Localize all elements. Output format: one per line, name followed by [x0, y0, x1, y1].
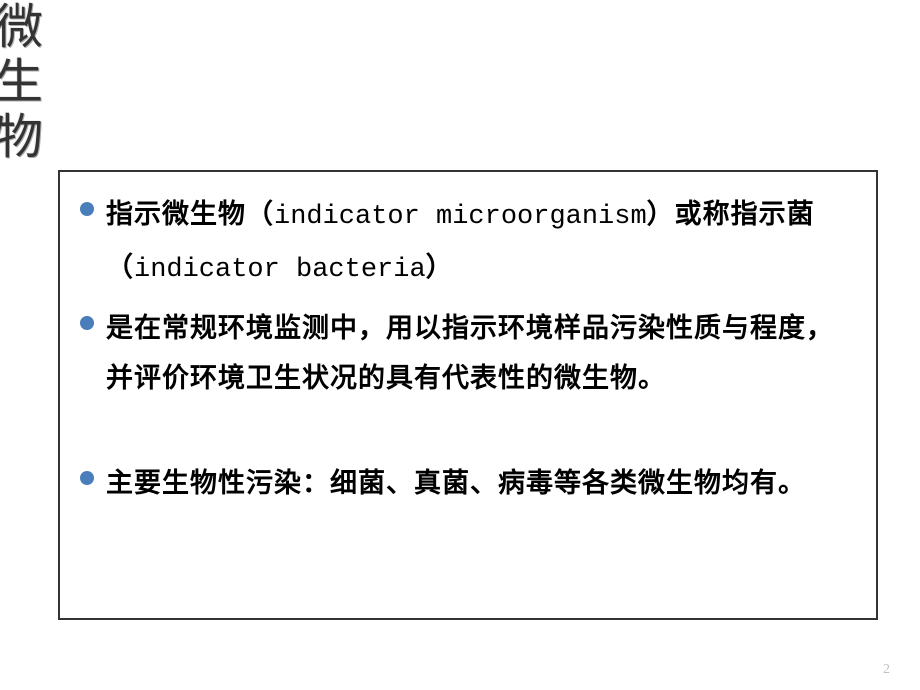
side-char-3: 物 [0, 110, 43, 165]
bullet-1-latin2: indicator bacteria [134, 255, 426, 285]
bullet-dot-icon [80, 471, 94, 485]
page-number: 2 [883, 662, 890, 678]
bullet-item-2: 是在常规环境监测中，用以指示环境样品污染性质与程度，并评价环境卫生状况的具有代表… [80, 304, 846, 404]
bullet-text-1: 指示微生物（indicator microorganism）或称指示菌（indi… [106, 190, 846, 296]
bullet-item-1: 指示微生物（indicator microorganism）或称指示菌（indi… [80, 190, 846, 296]
side-char-1: 微 [0, 0, 43, 55]
bullet-item-3: 主要生物性污染：细菌、真菌、病毒等各类微生物均有。 [80, 459, 846, 509]
side-char-2: 生 [0, 55, 43, 110]
bullet-1-suffix: ） [426, 252, 454, 282]
bullet-text-2: 是在常规环境监测中，用以指示环境样品污染性质与程度，并评价环境卫生状况的具有代表… [106, 304, 846, 404]
bullet-text-3: 主要生物性污染：细菌、真菌、病毒等各类微生物均有。 [106, 459, 806, 509]
bullet-dot-icon [80, 316, 94, 330]
bullet-dot-icon [80, 202, 94, 216]
side-title: 微 生 物 [0, 0, 43, 166]
bullet-1-prefix: 指示微生物（ [106, 199, 274, 229]
bullet-1-latin1: indicator microorganism [274, 202, 647, 232]
content-box: 指示微生物（indicator microorganism）或称指示菌（indi… [58, 170, 878, 620]
